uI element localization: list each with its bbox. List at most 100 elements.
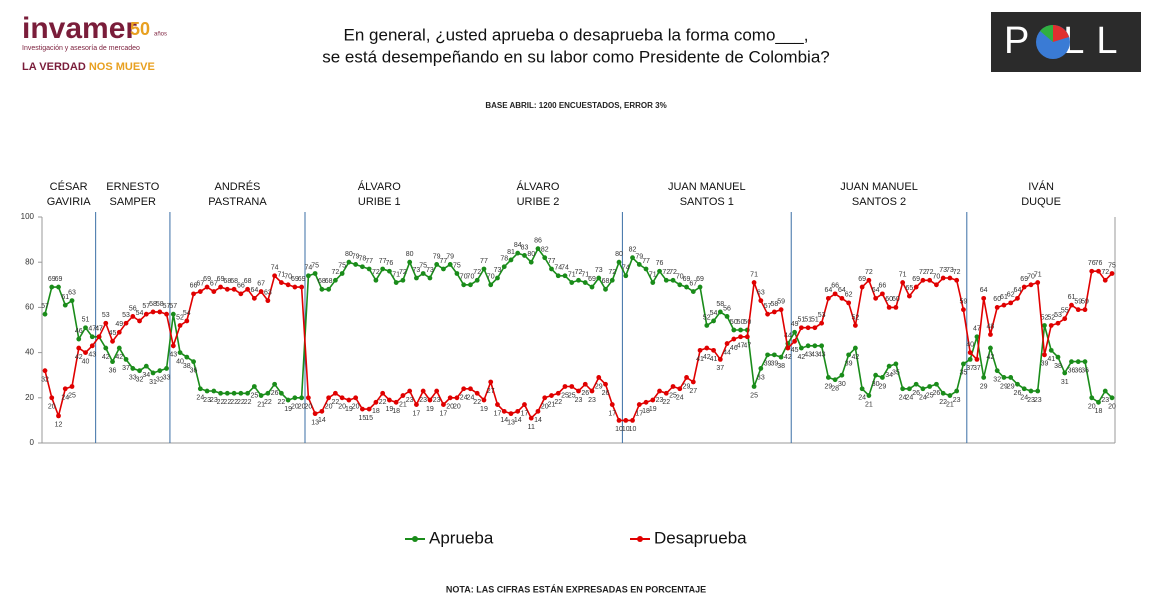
data-label: 72 xyxy=(662,269,670,276)
point xyxy=(332,277,338,283)
point xyxy=(305,395,311,401)
point xyxy=(272,273,278,279)
point xyxy=(49,284,55,290)
data-label: 20 xyxy=(453,404,461,411)
data-label: 24 xyxy=(899,395,907,402)
point xyxy=(576,388,581,394)
point xyxy=(940,390,946,396)
data-label: 24 xyxy=(676,395,684,402)
slogan-part: LA VERDAD xyxy=(22,61,86,73)
title-line: En general, ¿usted aprueba o desaprueba … xyxy=(344,25,809,44)
data-label: 21 xyxy=(548,401,556,408)
data-label: 72 xyxy=(919,269,927,276)
point xyxy=(1062,370,1068,376)
point xyxy=(130,366,136,371)
data-label: 67 xyxy=(689,280,697,287)
data-label: 43 xyxy=(818,352,826,359)
data-label: 76 xyxy=(656,260,664,267)
point xyxy=(643,266,649,272)
point xyxy=(143,311,149,317)
legend-marker xyxy=(412,536,418,542)
data-label: 19 xyxy=(480,406,488,413)
point xyxy=(103,320,109,326)
data-label: 66 xyxy=(237,283,245,290)
point xyxy=(265,298,271,304)
point xyxy=(866,393,872,398)
point xyxy=(62,386,68,392)
point xyxy=(1082,307,1088,313)
data-label: 59 xyxy=(1081,299,1089,306)
data-label: 25 xyxy=(669,392,677,399)
point xyxy=(717,356,723,362)
data-label: 31 xyxy=(1061,379,1069,386)
data-label: 22 xyxy=(379,399,387,406)
point xyxy=(873,372,879,378)
data-label: 64 xyxy=(824,287,832,294)
data-label: 74 xyxy=(271,265,279,272)
point xyxy=(522,253,527,258)
point xyxy=(704,323,710,328)
point xyxy=(1015,295,1020,301)
point xyxy=(1042,352,1047,358)
point xyxy=(555,390,561,396)
point xyxy=(346,259,352,265)
point xyxy=(414,275,419,281)
data-label: 25 xyxy=(561,392,569,399)
point xyxy=(616,418,622,423)
point xyxy=(231,390,237,396)
data-label: 54 xyxy=(710,310,718,317)
data-label: 14 xyxy=(514,417,522,424)
point xyxy=(454,271,460,276)
data-label: 58 xyxy=(149,301,157,308)
data-label: 70 xyxy=(460,274,468,281)
data-label: 82 xyxy=(629,247,637,254)
point xyxy=(724,314,730,319)
point xyxy=(42,311,48,317)
legend-marker xyxy=(637,536,643,542)
data-label: 22 xyxy=(331,399,339,406)
data-label: 44 xyxy=(723,349,731,356)
data-label: 20 xyxy=(48,404,56,411)
point xyxy=(1089,395,1095,401)
data-label: 73 xyxy=(413,267,421,274)
point xyxy=(792,338,798,344)
data-label: 11 xyxy=(528,424,535,431)
data-label: 57 xyxy=(764,303,772,310)
data-label: 26 xyxy=(912,390,920,397)
data-label: 33 xyxy=(757,374,765,381)
data-label: 39 xyxy=(1041,361,1049,368)
point xyxy=(1069,302,1074,308)
data-label: 43 xyxy=(88,352,96,359)
data-label: 24 xyxy=(61,395,69,402)
point xyxy=(319,286,325,292)
period-label: ÁLVARO xyxy=(358,180,401,193)
point xyxy=(690,379,696,385)
data-label: 69 xyxy=(203,276,211,283)
slogan-part: NOS MUEVE xyxy=(89,61,155,73)
point xyxy=(697,347,703,353)
data-label: 48 xyxy=(987,323,995,330)
data-label: 22 xyxy=(939,399,947,406)
point xyxy=(623,418,629,423)
data-label: 72 xyxy=(953,269,961,276)
point xyxy=(1035,280,1041,285)
point xyxy=(697,284,703,290)
data-label: 32 xyxy=(156,377,164,384)
data-label: 41 xyxy=(710,356,718,363)
data-label: 29 xyxy=(878,383,886,390)
data-label: 24 xyxy=(467,395,475,402)
point xyxy=(400,393,406,398)
point xyxy=(832,377,838,383)
data-label: 67 xyxy=(210,280,218,287)
data-label: 70 xyxy=(1027,274,1035,281)
point xyxy=(879,291,885,297)
data-label: 40 xyxy=(966,341,974,348)
data-label: 51 xyxy=(804,317,812,324)
point xyxy=(744,334,750,340)
point xyxy=(1042,323,1047,328)
point xyxy=(1082,359,1088,365)
data-label: 26 xyxy=(1014,390,1022,397)
point xyxy=(251,384,257,389)
point xyxy=(130,314,136,319)
